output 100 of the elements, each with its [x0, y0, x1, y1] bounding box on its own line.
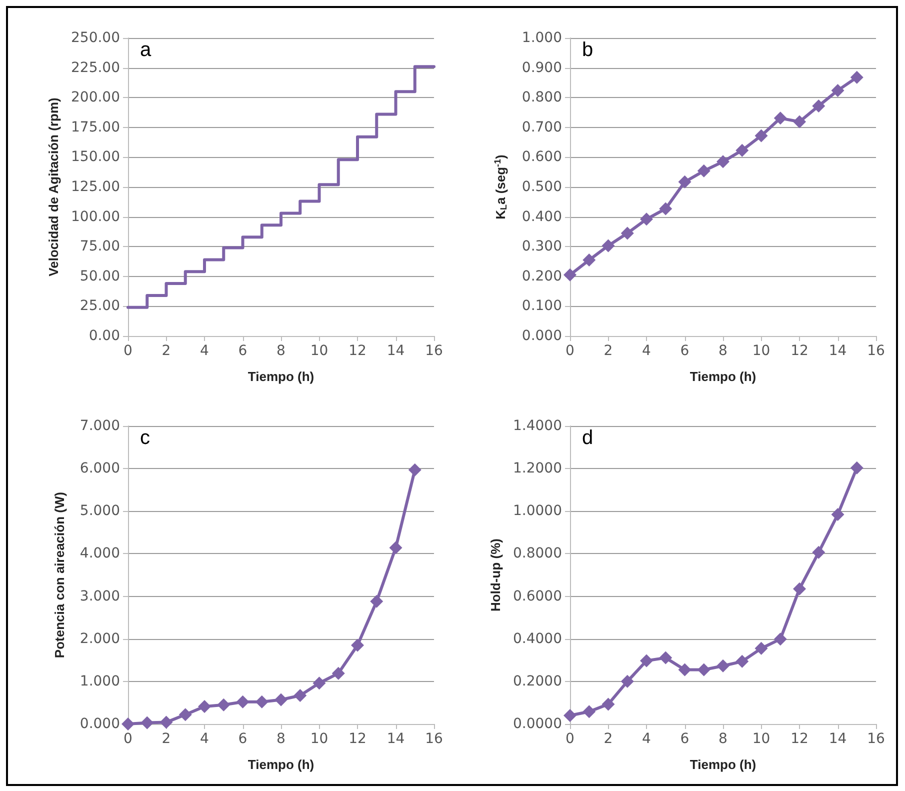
point	[640, 212, 653, 226]
y-tick-label: 0.000	[522, 328, 562, 344]
y-tick-label: 0.6000	[513, 588, 562, 604]
annotation: c	[140, 427, 150, 449]
x-tick-label: 4	[200, 343, 210, 359]
x-axis-title: Tiempo (h)	[690, 369, 756, 384]
y-tick-label: 0.700	[522, 119, 562, 136]
x-tick-label: 2	[604, 731, 613, 747]
point	[754, 129, 768, 142]
x-tick-label: 12	[348, 343, 366, 359]
point	[716, 155, 730, 168]
y-tick-label: 100.00	[71, 208, 120, 225]
point	[160, 716, 173, 729]
y-tick-label: 125.00	[71, 179, 120, 195]
point	[408, 463, 422, 476]
x-tick-label: 2	[162, 343, 171, 359]
x-tick-label: 14	[386, 731, 405, 747]
x-tick-label: 16	[867, 731, 885, 747]
point	[736, 654, 749, 668]
x-tick-label: 10	[752, 343, 770, 359]
x-tick-label: 8	[276, 343, 286, 359]
point	[255, 695, 268, 708]
x-axis-title: Tiempo (h)	[248, 757, 314, 772]
x-axis-title: Tiempo (h)	[690, 757, 756, 772]
point	[236, 695, 250, 708]
point	[678, 663, 692, 676]
point	[582, 705, 596, 718]
y-tick-label: 0.000	[80, 716, 120, 732]
y-tick-label: 0.500	[522, 179, 562, 195]
x-tick-label: 6	[680, 343, 690, 359]
x-tick-label: 4	[642, 343, 652, 359]
point	[812, 99, 826, 112]
point	[793, 582, 806, 596]
y-axis-title: Hold-up (%)	[488, 538, 504, 612]
y-tick-label: 25.00	[80, 298, 120, 314]
y-tick-label: 1.4000	[513, 418, 562, 434]
point	[678, 175, 692, 188]
point	[850, 461, 864, 474]
point	[754, 642, 768, 655]
x-tick-label: 16	[867, 343, 885, 359]
y-tick-label: 1.000	[80, 673, 120, 690]
point	[332, 666, 345, 680]
point	[274, 693, 288, 706]
x-tick-label: 4	[200, 731, 210, 747]
x-tick-label: 6	[238, 731, 248, 747]
y-tick-label: 0.600	[522, 149, 562, 166]
point	[122, 718, 134, 730]
x-tick-label: 0	[124, 731, 132, 747]
point	[774, 632, 787, 646]
point	[217, 698, 230, 712]
point	[389, 541, 402, 554]
y-tick-label: 0.8000	[513, 546, 562, 562]
x-tick-label: 8	[718, 343, 728, 359]
x-tick-label: 10	[752, 731, 770, 747]
point	[294, 688, 307, 702]
point	[697, 164, 710, 178]
annotation: b	[582, 39, 594, 61]
x-tick-label: 10	[310, 343, 328, 359]
y-tick-label: 0.400	[522, 208, 562, 225]
point	[831, 508, 844, 522]
point	[659, 202, 672, 216]
x-tick-label: 16	[425, 731, 443, 747]
y-tick-label: 150.00	[71, 149, 120, 166]
point	[831, 84, 844, 97]
point	[812, 546, 826, 559]
annotation: a	[140, 39, 152, 61]
y-tick-label: 5.000	[80, 503, 120, 520]
y-tick-label: 175.00	[71, 119, 120, 136]
x-tick-label: 2	[604, 343, 613, 359]
x-tick-label: 6	[680, 731, 690, 747]
x-tick-label: 8	[276, 731, 286, 747]
y-axis-title: Potencia con aireación (W)	[52, 492, 67, 658]
point	[564, 708, 576, 722]
point	[620, 226, 634, 240]
x-axis-title: Tiempo (h)	[248, 369, 314, 384]
point	[659, 651, 672, 664]
point	[640, 654, 653, 668]
point	[602, 698, 615, 711]
x-tick-label: 6	[238, 343, 248, 359]
y-tick-label: 75.00	[80, 238, 120, 255]
y-tick-label: 200.00	[71, 90, 120, 106]
y-tick-label: 0.900	[522, 60, 562, 76]
y-tick-label: 0.4000	[513, 630, 562, 647]
y-tick-label: 250.00	[71, 30, 120, 46]
y-tick-label: 225.00	[71, 60, 120, 76]
y-tick-label: 1.0000	[513, 503, 562, 520]
x-tick-label: 0	[566, 343, 574, 359]
y-tick-label: 0.2000	[513, 673, 562, 690]
point	[140, 716, 154, 730]
point	[582, 254, 596, 267]
x-tick-label: 8	[718, 731, 728, 747]
y-tick-label: 0.300	[522, 238, 562, 255]
point	[736, 144, 749, 157]
y-tick-label: 0.200	[522, 268, 562, 284]
point	[793, 115, 806, 128]
y-tick-label: 4.000	[80, 546, 120, 562]
point	[312, 676, 326, 690]
x-tick-label: 4	[642, 731, 652, 747]
x-tick-label: 10	[310, 731, 328, 747]
point	[351, 638, 364, 652]
